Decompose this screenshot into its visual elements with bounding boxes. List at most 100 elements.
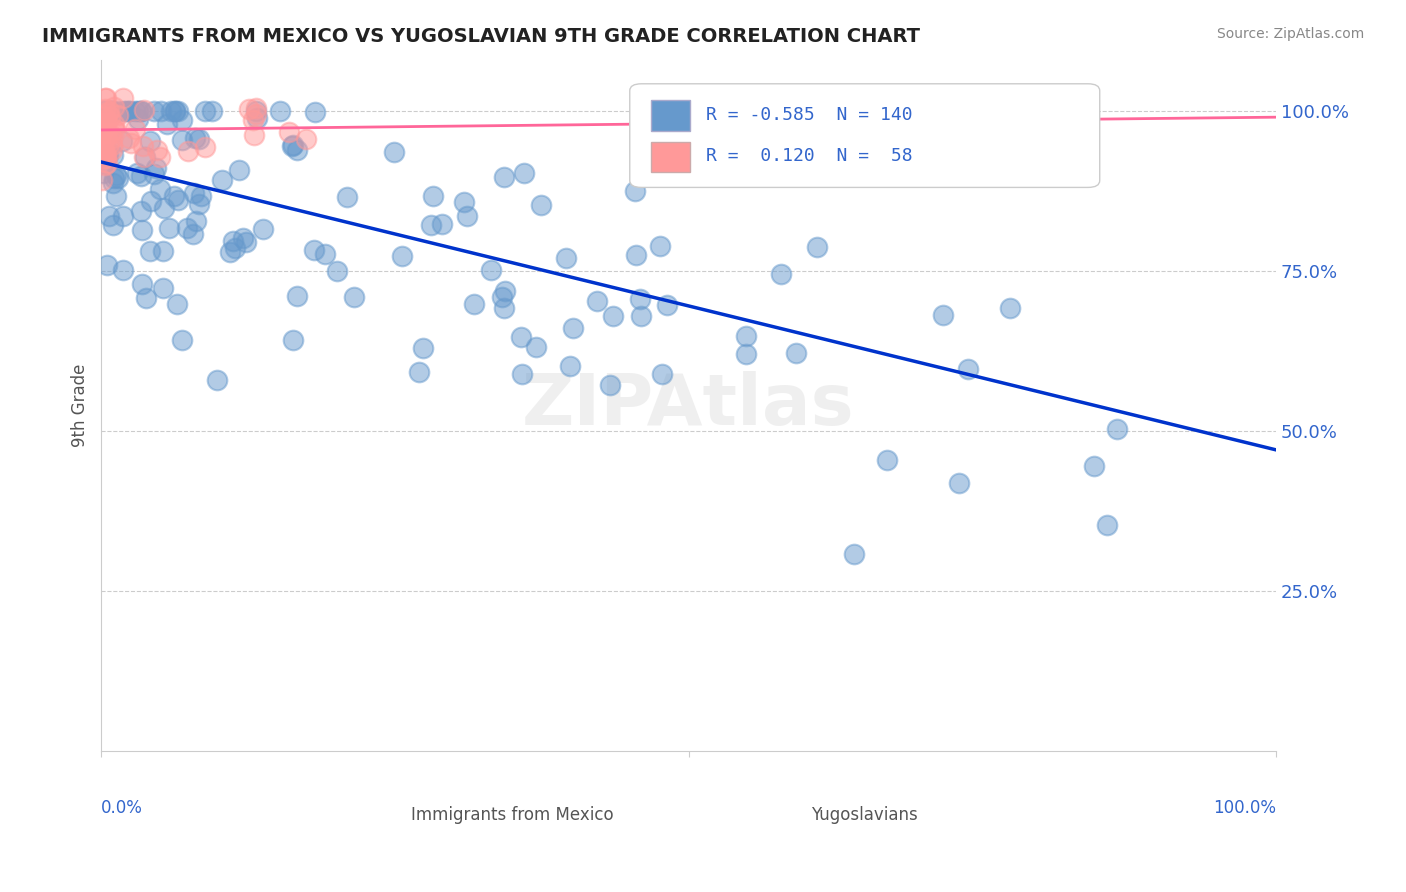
Point bbox=[1083, 458, 1105, 473]
Point bbox=[382, 145, 405, 159]
Point bbox=[166, 296, 188, 310]
Point bbox=[172, 333, 194, 347]
Point bbox=[94, 147, 117, 161]
Point bbox=[205, 373, 228, 387]
Point bbox=[98, 128, 121, 142]
Point bbox=[243, 128, 266, 143]
Point bbox=[785, 346, 807, 360]
Point bbox=[94, 91, 117, 105]
Point bbox=[176, 221, 198, 235]
Point bbox=[103, 117, 125, 131]
Point bbox=[245, 106, 267, 120]
Point bbox=[648, 238, 671, 252]
Text: Immigrants from Mexico: Immigrants from Mexico bbox=[411, 805, 613, 824]
Point bbox=[336, 190, 359, 204]
Point bbox=[193, 140, 215, 154]
Point bbox=[412, 341, 434, 355]
Point bbox=[269, 103, 291, 118]
Point bbox=[124, 122, 146, 136]
Point bbox=[172, 113, 194, 128]
Point bbox=[111, 134, 134, 148]
Point bbox=[156, 117, 179, 131]
Point bbox=[115, 103, 138, 118]
Point bbox=[183, 186, 205, 200]
Point bbox=[285, 143, 308, 157]
Point bbox=[127, 112, 149, 126]
Point bbox=[163, 189, 186, 203]
Point bbox=[107, 108, 129, 122]
Point bbox=[120, 136, 142, 150]
Point bbox=[118, 130, 141, 145]
Point bbox=[135, 291, 157, 305]
Point bbox=[562, 321, 585, 335]
Point bbox=[101, 143, 124, 157]
Point bbox=[104, 169, 127, 183]
Point bbox=[184, 214, 207, 228]
Point bbox=[101, 138, 124, 153]
Point bbox=[245, 103, 267, 118]
Point bbox=[129, 204, 152, 219]
Point bbox=[90, 152, 112, 166]
Point bbox=[163, 103, 186, 118]
Point bbox=[876, 452, 898, 467]
Point bbox=[127, 166, 149, 180]
Point bbox=[91, 166, 114, 180]
Point bbox=[295, 132, 318, 146]
Point bbox=[96, 156, 118, 170]
Point bbox=[194, 103, 217, 118]
Text: IMMIGRANTS FROM MEXICO VS YUGOSLAVIAN 9TH GRADE CORRELATION CHART: IMMIGRANTS FROM MEXICO VS YUGOSLAVIAN 9T… bbox=[42, 27, 920, 45]
Point bbox=[103, 170, 125, 185]
Point bbox=[104, 123, 127, 137]
Point bbox=[283, 334, 305, 348]
Point bbox=[463, 297, 485, 311]
Point bbox=[134, 103, 156, 117]
Point bbox=[143, 103, 166, 118]
Point bbox=[177, 144, 200, 158]
Point bbox=[93, 103, 115, 118]
Point bbox=[134, 150, 156, 164]
Point bbox=[602, 309, 624, 323]
Point bbox=[127, 103, 149, 118]
Point bbox=[129, 103, 152, 118]
Text: ZIPAtlas: ZIPAtlas bbox=[522, 370, 855, 440]
Point bbox=[91, 157, 114, 171]
Point bbox=[93, 91, 115, 105]
Point bbox=[129, 103, 152, 118]
Point bbox=[145, 161, 167, 175]
Point bbox=[246, 111, 269, 125]
Point bbox=[94, 158, 117, 172]
Point bbox=[1107, 422, 1129, 436]
Point bbox=[238, 102, 260, 116]
Point bbox=[100, 103, 122, 118]
Point bbox=[159, 103, 181, 118]
Point bbox=[112, 103, 135, 118]
Point bbox=[302, 243, 325, 257]
Point bbox=[190, 189, 212, 203]
Point bbox=[149, 182, 172, 196]
Point bbox=[96, 258, 118, 272]
Point bbox=[187, 197, 209, 211]
Point bbox=[211, 173, 233, 187]
Point bbox=[599, 378, 621, 392]
Point bbox=[420, 218, 443, 232]
Point bbox=[287, 288, 309, 302]
Text: 0.0%: 0.0% bbox=[101, 799, 143, 817]
Point bbox=[132, 150, 155, 164]
Point bbox=[232, 230, 254, 244]
Point bbox=[90, 144, 112, 158]
Point bbox=[491, 290, 513, 304]
Point bbox=[96, 126, 118, 140]
Point bbox=[201, 103, 224, 118]
Point bbox=[530, 197, 553, 211]
Point bbox=[112, 263, 135, 277]
Point bbox=[146, 144, 169, 158]
Point bbox=[152, 244, 174, 258]
Point bbox=[187, 132, 209, 146]
Point bbox=[98, 110, 121, 124]
Text: R = -0.585  N = 140: R = -0.585 N = 140 bbox=[706, 106, 912, 124]
Point bbox=[93, 137, 115, 152]
Point bbox=[139, 244, 162, 258]
Point bbox=[157, 220, 180, 235]
Point bbox=[228, 162, 250, 177]
Point bbox=[181, 227, 204, 241]
